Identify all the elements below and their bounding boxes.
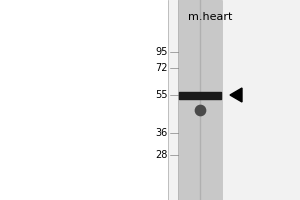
Polygon shape: [230, 88, 242, 102]
Bar: [168, 0, 300, 200]
Text: 28: 28: [156, 150, 168, 160]
Text: 72: 72: [155, 63, 168, 73]
Bar: [178, 0, 222, 200]
Text: 36: 36: [156, 128, 168, 138]
Text: 95: 95: [156, 47, 168, 57]
Text: 55: 55: [155, 90, 168, 100]
Text: m.heart: m.heart: [188, 12, 232, 22]
Point: [198, 108, 203, 112]
